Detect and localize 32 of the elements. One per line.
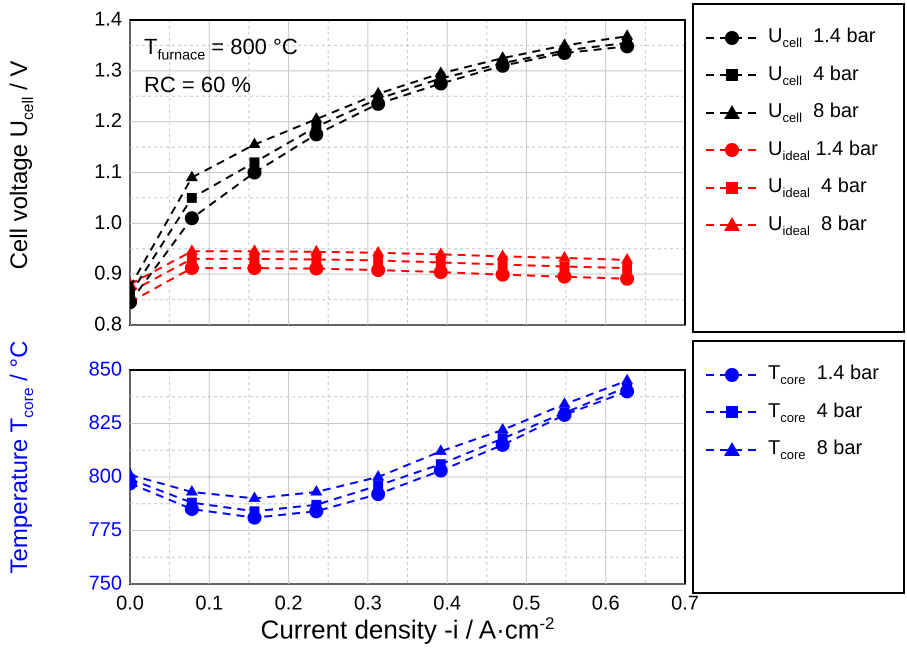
x-tick-label: 0.6 <box>592 592 620 615</box>
y-tick-label: 825 <box>88 412 122 434</box>
x-tick-label: 0.2 <box>274 592 302 615</box>
x-tick-label: 0.0 <box>116 592 144 615</box>
y-tick-label: 800 <box>88 466 122 488</box>
y-tick-label: 775 <box>88 519 122 542</box>
x-axis-title: Current density -i / A·cm$^{-2}$ <box>260 614 554 646</box>
y-tick-label: 1.4 <box>94 8 122 31</box>
legend-label: T$_{core}$ 1.4 bar <box>768 362 879 388</box>
x-tick-label: 0.7 <box>671 592 699 615</box>
y-tick-label: 750 <box>88 572 122 595</box>
legend-label: U$_{ideal}$ 8 bar <box>768 212 867 238</box>
y-tick-label: 0.8 <box>94 314 122 336</box>
legend-label: U$_{ideal}$ 4 bar <box>768 175 867 200</box>
y-tick-label: 1.3 <box>94 59 122 82</box>
legend-label: U$_{cell}$ 4 bar <box>768 62 859 88</box>
legend-label: U$_{ideal}$ 1.4 bar <box>768 138 878 163</box>
legend-label: T$_{core}$ 4 bar <box>768 400 862 425</box>
legend-label: U$_{cell}$ 1.4 bar <box>768 25 876 50</box>
y-tick-label: 1.2 <box>94 110 122 132</box>
annotation: RC = 60 % <box>144 72 251 98</box>
legend-label: U$_{cell}$ 8 bar <box>768 100 859 126</box>
x-tick-label: 0.3 <box>354 592 382 615</box>
annotation: T$_{furnace}$ = 800 °C <box>144 34 298 64</box>
x-tick-label: 0.1 <box>195 592 224 615</box>
legend-label: T$_{core}$ 8 bar <box>768 437 862 462</box>
y-tick-label: 850 <box>88 358 122 381</box>
y-tick-label: 1.1 <box>94 161 122 184</box>
y-tick-label: 1.0 <box>94 212 122 234</box>
x-tick-label: 0.4 <box>433 592 462 615</box>
x-tick-label: 0.5 <box>512 592 540 615</box>
y-tick-label: 0.9 <box>94 262 122 285</box>
